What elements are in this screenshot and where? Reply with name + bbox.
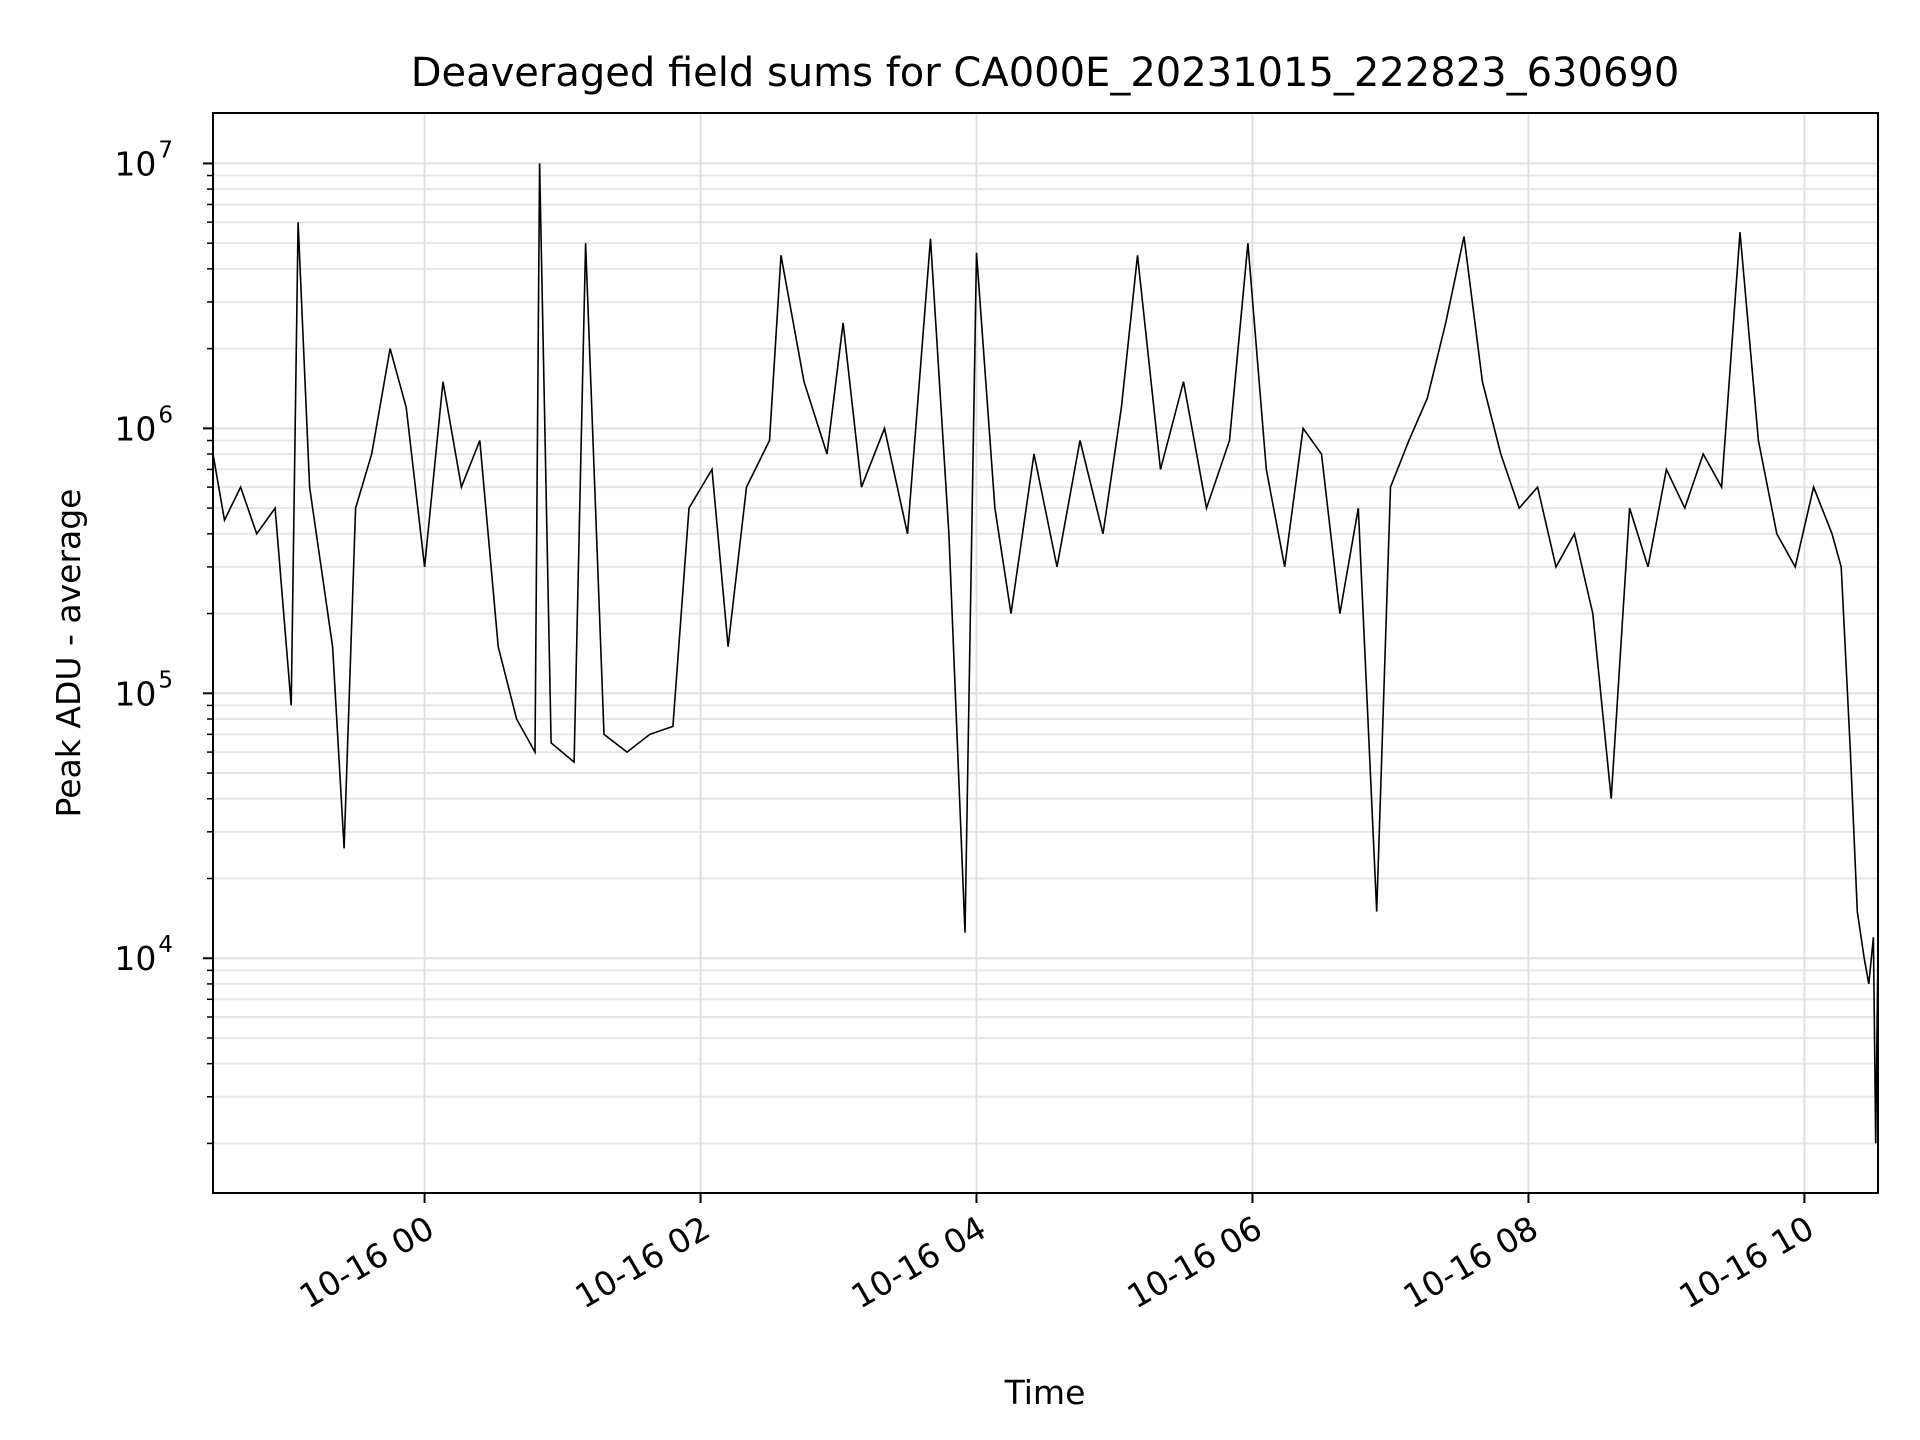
y-tick-exponent: 4	[158, 932, 173, 958]
y-tick-exponent: 7	[158, 137, 173, 163]
y-axis-label: Peak ADU - average	[49, 489, 88, 818]
plot-frame	[212, 112, 1879, 1194]
grid-layer	[213, 113, 1878, 1193]
series-line	[212, 163, 1879, 1144]
data-layer	[212, 163, 1879, 1144]
chart-title: Deaveraged field sums for CA000E_2023101…	[411, 50, 1680, 96]
y-tick-exponent: 6	[158, 402, 173, 428]
y-tick-exponent: 5	[158, 667, 173, 693]
x-axis-label: Time	[1004, 1373, 1086, 1412]
